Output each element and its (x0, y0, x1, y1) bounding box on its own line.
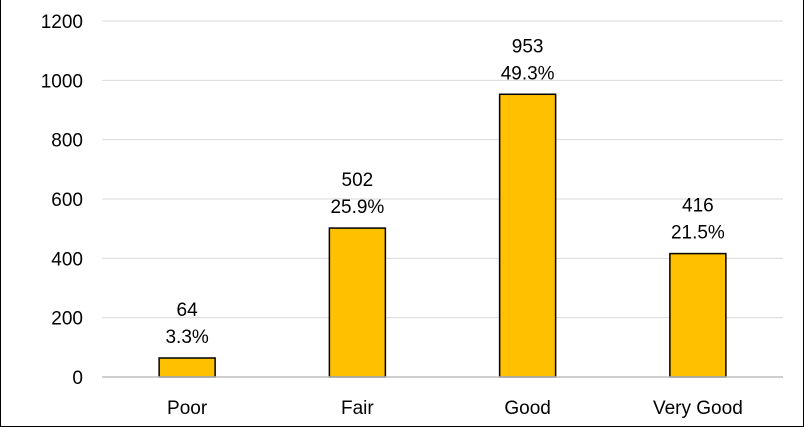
x-tick-label: Fair (341, 398, 374, 419)
y-tick-label: 200 (51, 309, 83, 330)
y-tick-label: 400 (51, 249, 83, 270)
bar-very-good (669, 252, 727, 378)
data-label-value: 502 (342, 170, 374, 191)
data-labels: 64 3.3% 502 25.9% 953 49.3% 416 21.5% (165, 36, 724, 348)
bar-poor (158, 357, 216, 378)
y-tick-label: 800 (51, 131, 83, 152)
bar-good (498, 93, 557, 378)
bars (158, 93, 727, 378)
x-axis-category-labels: Poor Fair Good Very Good (167, 398, 743, 419)
data-label-value: 64 (177, 300, 199, 321)
data-label-value: 953 (512, 36, 544, 57)
data-label-percent: 21.5% (671, 223, 725, 244)
y-tick-label: 0 (72, 368, 83, 389)
data-label-percent: 3.3% (165, 327, 208, 348)
x-tick-label: Poor (167, 398, 208, 419)
x-tick-label: Good (504, 398, 550, 419)
y-tick-label: 600 (51, 190, 83, 211)
data-label-percent: 49.3% (501, 63, 555, 84)
x-tick-label: Very Good (653, 398, 743, 419)
data-label-percent: 25.9% (330, 197, 384, 218)
data-label-value: 416 (682, 196, 714, 217)
bar-fair (328, 227, 387, 378)
y-tick-label: 1000 (41, 71, 83, 92)
y-tick-label: 1200 (41, 12, 83, 33)
y-axis-tick-labels: 0 200 400 600 800 1000 1200 (41, 12, 83, 389)
